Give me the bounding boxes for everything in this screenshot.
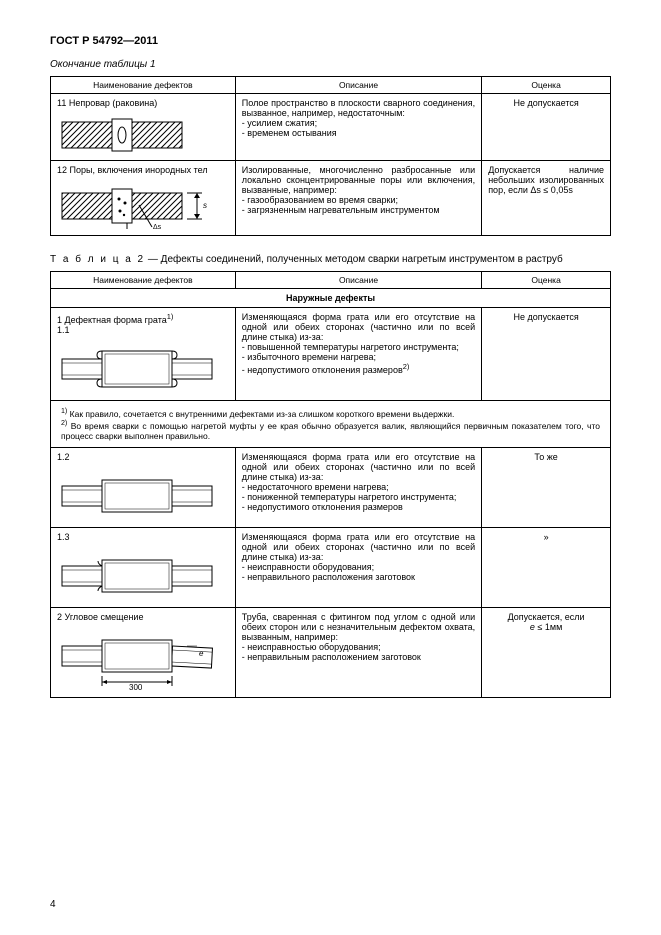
defect-eval: То же — [482, 447, 611, 527]
table-row: 12 Поры, включения инородных тел — [51, 161, 611, 236]
defect-eval: Допускается наличие небольших изолирован… — [482, 161, 611, 236]
th-eval: Оценка — [482, 272, 611, 289]
defect-desc: Полое пространство в плоскости сварного … — [235, 94, 481, 161]
table-row: 1.2 Изменяющаяся форма грата или его отс… — [51, 447, 611, 527]
defect-desc: Изменяющаяся форма грата или его отсутст… — [235, 447, 481, 527]
footnote-row: 1) Как правило, сочетается с внутренними… — [51, 401, 611, 448]
th-desc: Описание — [235, 272, 481, 289]
svg-text:300: 300 — [129, 683, 143, 692]
defect-name: 11 Непровар (раковина) — [57, 98, 229, 108]
th-eval: Оценка — [482, 77, 611, 94]
table-1: Наименование дефектов Описание Оценка 11… — [50, 76, 611, 236]
svg-text:s: s — [203, 201, 207, 210]
th-defects: Наименование дефектов — [51, 272, 236, 289]
diagram-11 — [57, 114, 187, 156]
defect-name: 1.2 — [57, 452, 229, 462]
defect-name: 1.3 — [57, 532, 229, 542]
defect-eval: Не допускается — [482, 308, 611, 401]
defect-eval: Допускается, еслиe ≤ 1мм — [482, 607, 611, 697]
table-row: 11 Непровар (раковина) Полое пространств… — [51, 94, 611, 161]
table-row: 1.3 Изменяющаяся форма грата или его отс… — [51, 527, 611, 607]
diagram-12: s Δs — [57, 181, 207, 231]
table2-title: Т а б л и ц а 2 — Дефекты соединений, по… — [50, 254, 611, 265]
section-header: Наружные дефекты — [51, 289, 611, 308]
diagram-1-3 — [57, 548, 217, 603]
defect-name: 12 Поры, включения инородных тел — [57, 165, 229, 175]
table1-caption: Окончание таблицы 1 — [50, 59, 611, 70]
table-2: Наименование дефектов Описание Оценка На… — [50, 271, 611, 698]
defect-desc: Труба, сваренная с фитингом под углом с … — [235, 607, 481, 697]
diagram-1-2 — [57, 468, 217, 523]
defect-desc: Изолированные, многочисленно разбросанны… — [235, 161, 481, 236]
defect-desc: Изменяющаяся форма грата или его отсутст… — [235, 527, 481, 607]
page-number: 4 — [50, 899, 56, 910]
footnote: 1) Как правило, сочетается с внутренними… — [51, 401, 611, 448]
table-row: 1 Дефектная форма грата1)1.1 Изменяющаяс… — [51, 308, 611, 401]
diagram-2: 300 e — [57, 628, 217, 693]
diagram-1-1 — [57, 341, 217, 396]
svg-text:Δs: Δs — [153, 224, 162, 231]
defect-name: 2 Угловое смещение — [57, 612, 229, 622]
table-row: 2 Угловое смещение 300 e — [51, 607, 611, 697]
document-header: ГОСТ Р 54792—2011 — [50, 35, 611, 47]
svg-text:e: e — [199, 649, 204, 658]
defect-eval: Не допускается — [482, 94, 611, 161]
defect-eval: » — [482, 527, 611, 607]
defect-desc: Изменяющаяся форма грата или его отсутст… — [235, 308, 481, 401]
defect-name: 1 Дефектная форма грата1)1.1 — [57, 312, 229, 335]
th-defects: Наименование дефектов — [51, 77, 236, 94]
th-desc: Описание — [235, 77, 481, 94]
